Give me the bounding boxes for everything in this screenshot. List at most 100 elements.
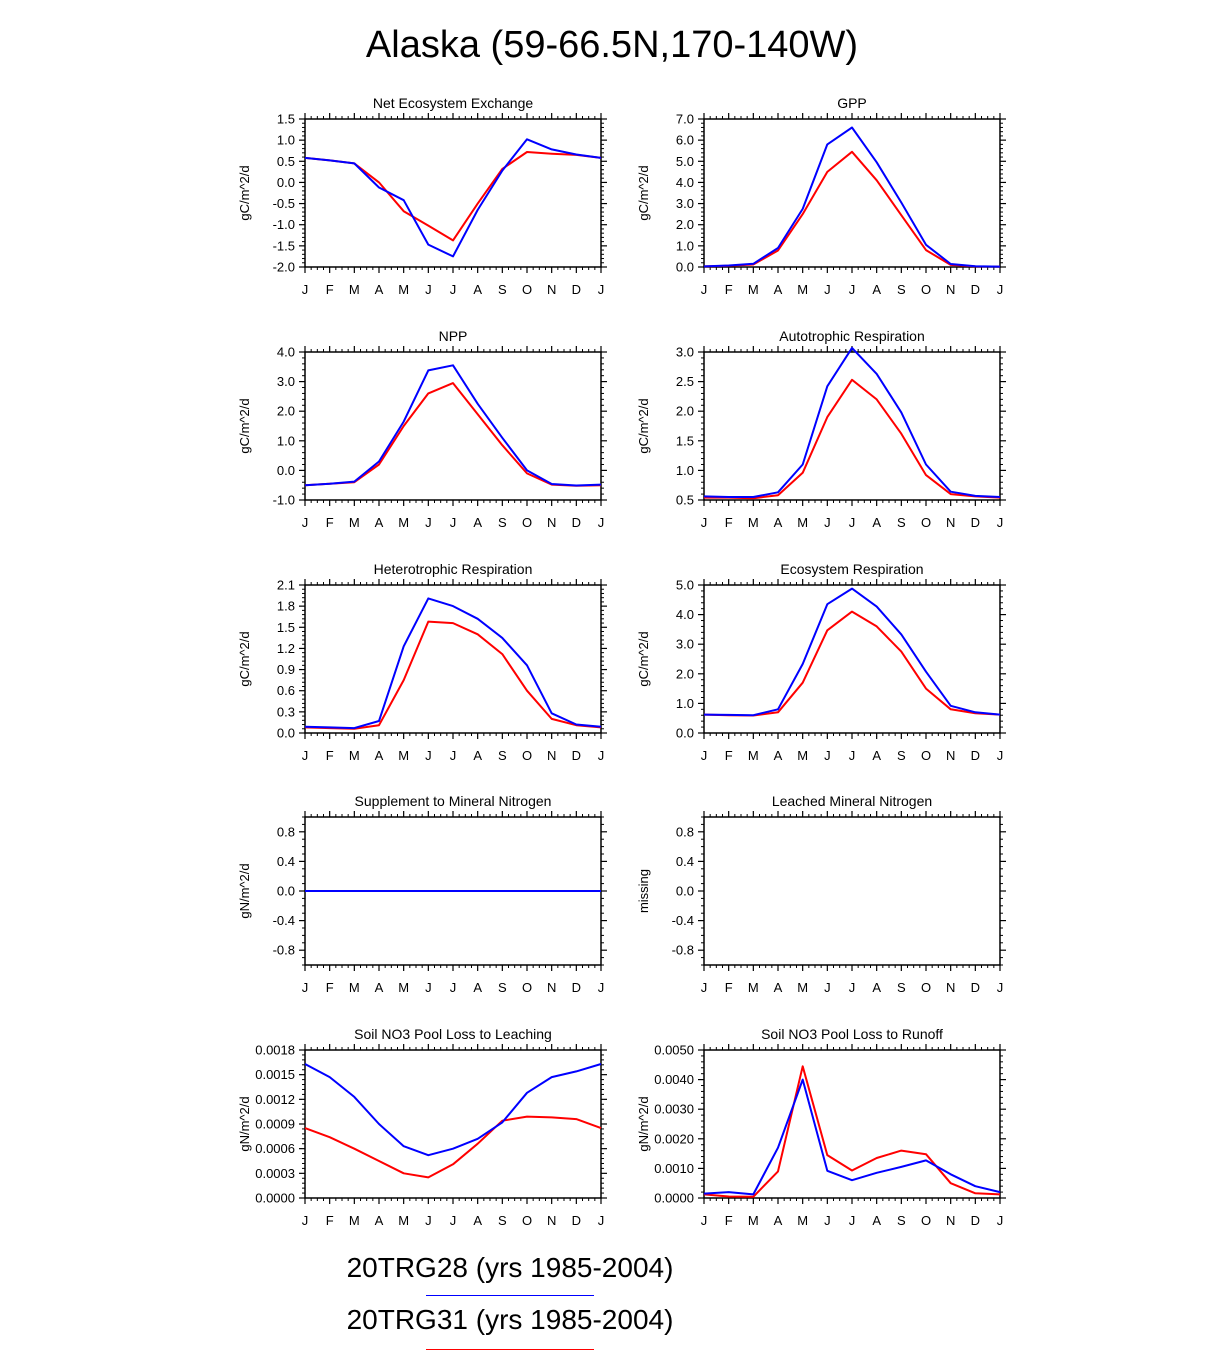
x-tick-label: S [897,515,906,530]
x-tick-label: D [572,980,581,995]
y-tick-label: 0.0040 [654,1072,694,1087]
x-tick-label: M [349,980,360,995]
x-tick-label: J [824,748,831,763]
series-line-20trg31 [703,1065,1001,1198]
panel-soil-no3-pool-loss-to-leaching: Soil NO3 Pool Loss to Leaching gN/m^2/d J F… [237,1026,607,1228]
x-tick-label: J [824,515,831,530]
y-tick-label: -0.4 [672,913,694,928]
y-tick-label: 0.5 [676,493,694,508]
x-tick-label: M [398,980,409,995]
x-tick-label: D [572,748,581,763]
x-tick-label: A [473,282,482,297]
x-tick-label: J [701,282,708,297]
x-tick-label: N [547,1213,556,1228]
y-tick-label: 0.6 [277,683,295,698]
panel-title: Supplement to Mineral Nitrogen [355,793,552,809]
x-tick-label: M [797,1213,808,1228]
y-tick-label: 0.0006 [255,1141,295,1156]
plot-frame [304,351,602,501]
x-tick-label: F [725,282,733,297]
y-tick-label: -1.5 [273,238,295,253]
y-tick-label: 1.2 [277,641,295,656]
x-tick-label: O [921,515,931,530]
y-tick-label: 3.0 [676,345,694,360]
y-tick-label: 2.0 [676,217,694,232]
x-tick-label: J [302,748,309,763]
x-tick-label: J [701,748,708,763]
x-tick-label: M [349,748,360,763]
x-tick-label: N [547,748,556,763]
x-tick-label: N [547,282,556,297]
x-tick-label: J [425,282,432,297]
x-tick-label: M [797,748,808,763]
x-tick-label: O [522,980,532,995]
panel-title: Ecosystem Respiration [780,561,923,577]
series-line-20trg28 [304,364,602,487]
series-line-20trg31 [704,378,1001,500]
x-tick-label: F [326,1213,334,1228]
y-tick-label: 7.0 [676,112,694,127]
y-tick-label: 1.5 [277,620,295,635]
x-tick-label: J [997,980,1004,995]
x-tick-label: S [498,1213,507,1228]
x-tick-label: J [849,748,856,763]
x-tick-label: S [498,282,507,297]
y-tick-label: 0.0 [277,726,295,741]
x-tick-label: M [349,515,360,530]
x-tick-label: N [946,1213,955,1228]
series-line-20trg28 [304,1063,602,1157]
y-tick-label: 0.0050 [654,1043,694,1058]
legend-line-20trg28 [426,1295,594,1296]
x-tick-label: M [797,980,808,995]
y-tick-label: 0.0 [676,884,694,899]
y-tick-label: 0.3 [277,704,295,719]
x-tick-label: N [946,748,955,763]
x-tick-label: J [701,980,708,995]
x-tick-label: J [849,282,856,297]
y-tick-label: 4.0 [676,175,694,190]
x-tick-label: J [997,748,1004,763]
x-tick-label: N [547,980,556,995]
y-tick-label: 3.0 [676,637,694,652]
plot-frame [703,118,1001,268]
x-tick-label: A [774,1213,783,1228]
y-tick-label: 0.5 [277,154,295,169]
x-tick-label: A [774,282,783,297]
x-tick-label: J [824,980,831,995]
y-axis-label: gC/m^2/d [237,398,252,453]
plot-frame [703,351,1001,501]
series-line-20trg28 [304,138,602,258]
x-tick-label: A [774,980,783,995]
y-tick-label: 0.0018 [255,1043,295,1058]
y-tick-label: -0.8 [672,943,694,958]
x-tick-label: A [872,748,881,763]
y-tick-label: 0.0003 [255,1166,295,1181]
series-line-20trg31 [304,620,602,730]
y-tick-label: 4.0 [277,345,295,360]
x-tick-label: M [398,748,409,763]
x-tick-label: J [425,748,432,763]
y-tick-label: 4.0 [676,607,694,622]
y-axis-label: gN/m^2/d [636,1096,651,1151]
y-axis-label: gN/m^2/d [237,1096,252,1151]
x-tick-label: A [375,282,384,297]
series-line-20trg31 [304,151,602,242]
x-tick-label: M [748,1213,759,1228]
x-tick-label: M [748,282,759,297]
y-tick-label: 3.0 [676,196,694,211]
y-axis-label: gC/m^2/d [636,165,651,220]
y-axis-label: gN/m^2/d [237,863,252,918]
x-tick-label: A [872,515,881,530]
x-tick-label: D [971,282,980,297]
x-tick-label: N [946,282,955,297]
x-tick-label: M [349,1213,360,1228]
x-tick-label: N [547,515,556,530]
x-tick-label: F [725,980,733,995]
y-tick-label: 1.0 [676,463,694,478]
y-tick-label: 2.0 [676,404,694,419]
x-tick-label: J [425,980,432,995]
